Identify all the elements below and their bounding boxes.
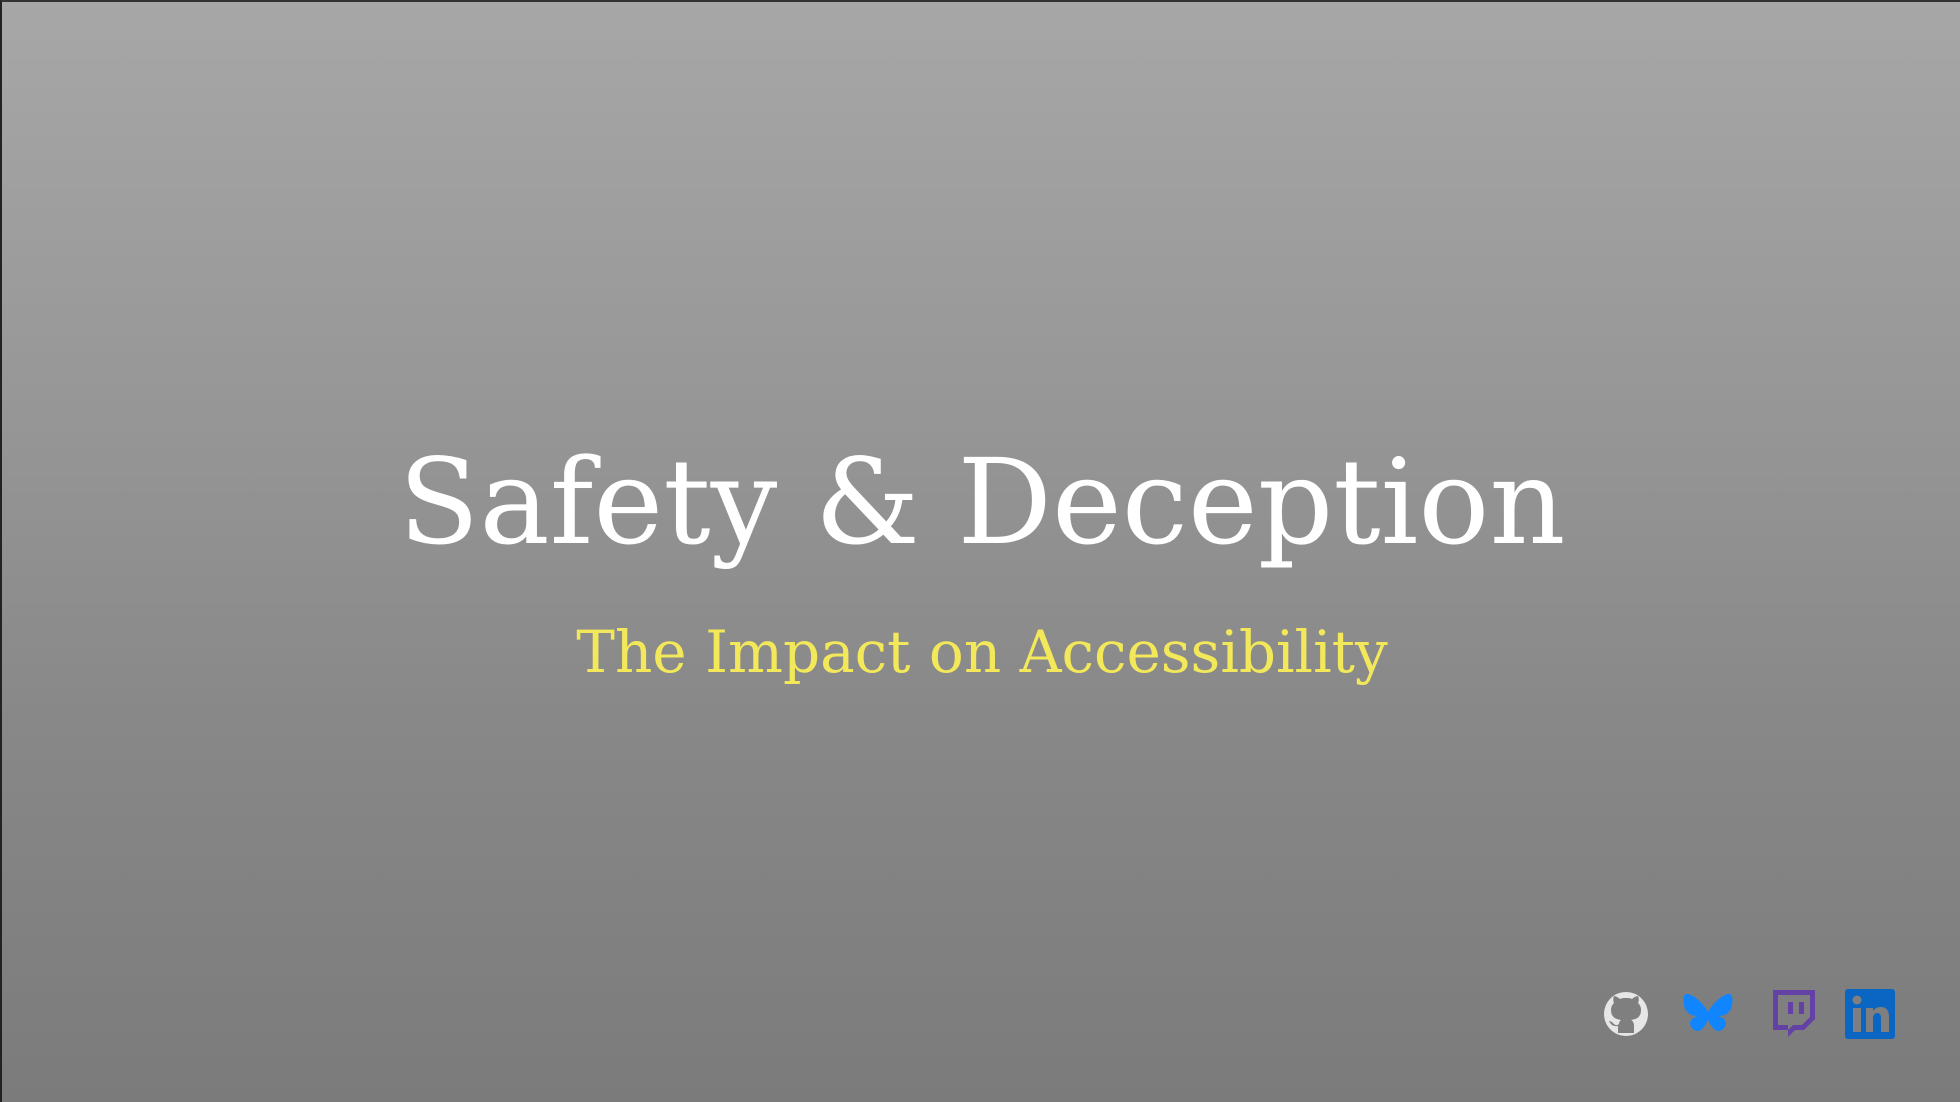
- linkedin-icon: [1842, 986, 1898, 1042]
- slide-title: Safety & Deception: [398, 433, 1566, 571]
- linkedin-link[interactable]: [1842, 986, 1898, 1042]
- twitch-link[interactable]: [1764, 986, 1820, 1042]
- github-link[interactable]: [1598, 986, 1654, 1042]
- social-links: [1598, 986, 1908, 1042]
- github-icon: [1598, 986, 1654, 1042]
- slide-subtitle: The Impact on Accessibility: [576, 618, 1388, 686]
- twitch-icon: [1764, 986, 1820, 1042]
- bluesky-link[interactable]: [1680, 986, 1736, 1042]
- bluesky-icon: [1680, 986, 1736, 1042]
